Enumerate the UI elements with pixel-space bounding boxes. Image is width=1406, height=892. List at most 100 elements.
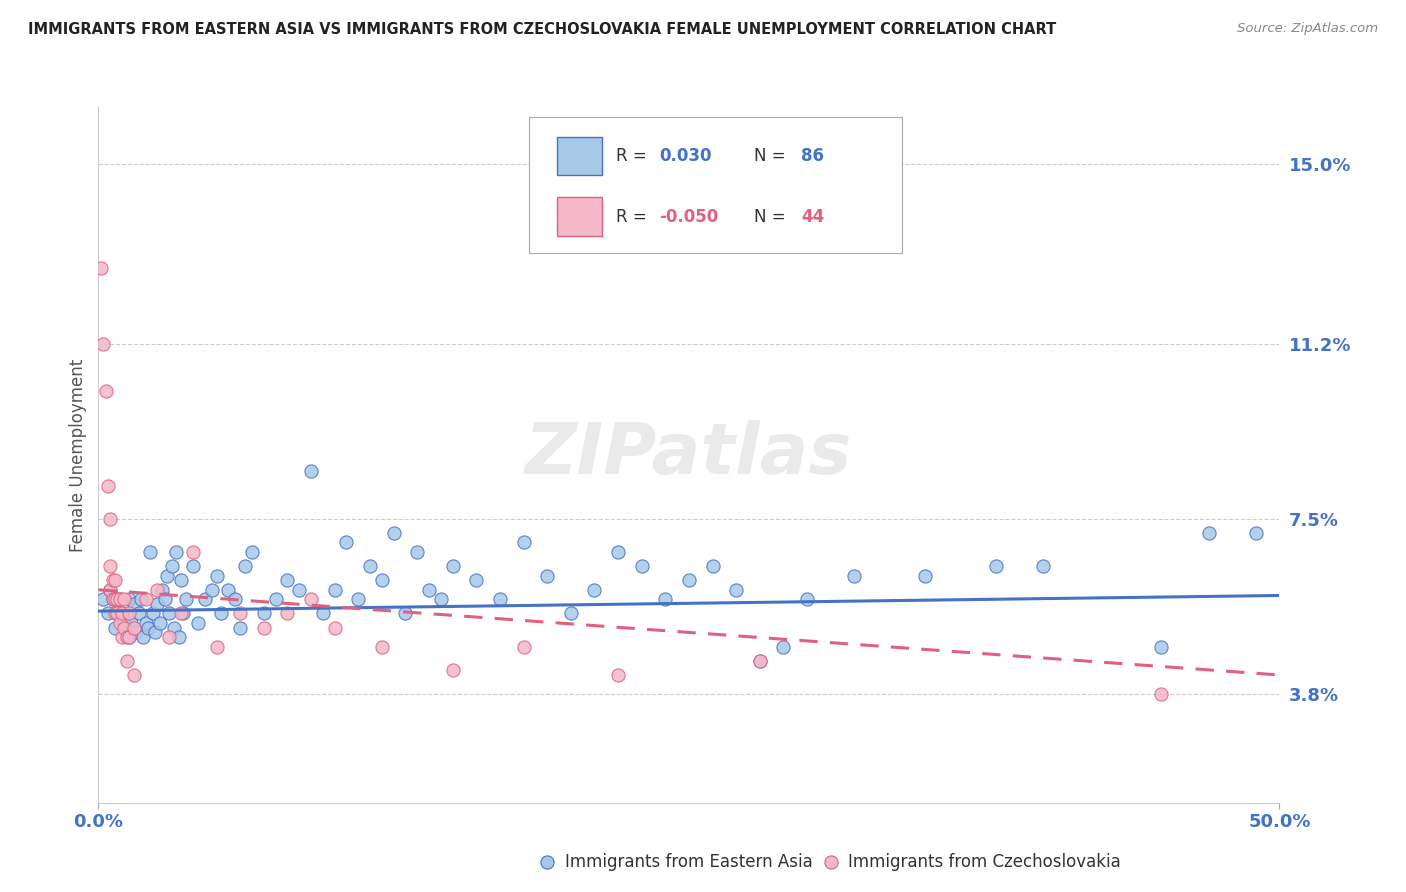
Point (1150, 640, 1173, 654)
Point (430, 592, 453, 607)
Point (94, 384, 117, 398)
Point (630, 559, 652, 574)
Point (229, 621, 252, 635)
Text: Immigrants from Eastern Asia: Immigrants from Eastern Asia (565, 853, 813, 871)
Point (288, 582, 311, 597)
Point (157, 630, 180, 644)
Point (108, 615, 131, 630)
Point (914, 568, 936, 582)
Point (112, 615, 135, 630)
Point (702, 559, 724, 574)
Point (174, 592, 197, 607)
Point (253, 607, 276, 621)
Point (112, 592, 135, 607)
Point (323, 582, 346, 597)
Point (276, 607, 298, 621)
Text: IMMIGRANTS FROM EASTERN ASIA VS IMMIGRANTS FROM CZECHOSLOVAKIA FEMALE UNEMPLOYME: IMMIGRANTS FROM EASTERN ASIA VS IMMIGRAN… (28, 22, 1056, 37)
FancyBboxPatch shape (557, 137, 602, 175)
Point (678, 574, 700, 588)
Point (105, 607, 128, 621)
Point (347, 592, 370, 607)
Point (264, 592, 287, 607)
Point (96, 871, 118, 885)
Point (97, 607, 120, 621)
Point (512, 535, 534, 549)
Point (181, 559, 204, 574)
Point (122, 597, 145, 611)
Point (299, 592, 322, 607)
Point (122, 668, 145, 682)
Point (157, 607, 180, 621)
Point (217, 582, 239, 597)
Point (142, 607, 165, 621)
Text: ZIPatlas: ZIPatlas (526, 420, 852, 490)
Text: Immigrants from Czechoslovakia: Immigrants from Czechoslovakia (848, 853, 1121, 871)
Point (125, 625, 148, 640)
Point (139, 545, 162, 559)
Point (441, 663, 464, 677)
Point (98, 512, 121, 526)
Point (150, 582, 173, 597)
Point (1032, 559, 1054, 574)
Point (101, 574, 124, 588)
Point (229, 607, 252, 621)
Point (1150, 687, 1173, 701)
Point (160, 559, 183, 574)
Point (146, 597, 169, 611)
Point (772, 640, 794, 654)
Point (536, 568, 558, 582)
Point (129, 592, 152, 607)
Point (165, 545, 187, 559)
Point (607, 545, 630, 559)
Point (98, 582, 121, 597)
Point (654, 592, 676, 607)
Point (153, 592, 176, 607)
Point (118, 607, 141, 621)
Point (512, 640, 534, 654)
Point (796, 592, 818, 607)
Point (1244, 526, 1267, 541)
Point (394, 607, 416, 621)
Point (299, 465, 322, 479)
Text: N =: N = (754, 208, 790, 226)
Point (135, 592, 157, 607)
Point (146, 582, 169, 597)
Point (194, 592, 217, 607)
Point (359, 559, 381, 574)
Point (984, 559, 1007, 574)
Point (104, 574, 127, 588)
Point (149, 615, 172, 630)
Point (136, 621, 159, 635)
Point (406, 545, 429, 559)
Point (167, 630, 190, 644)
Text: -0.050: -0.050 (659, 208, 718, 226)
Point (97, 478, 120, 492)
FancyBboxPatch shape (557, 197, 602, 235)
Point (128, 607, 150, 621)
Point (382, 526, 405, 541)
Point (111, 607, 134, 621)
Point (323, 621, 346, 635)
Point (276, 574, 298, 588)
Text: 86: 86 (801, 147, 824, 165)
Point (115, 621, 138, 635)
Point (122, 621, 145, 635)
Point (156, 568, 179, 582)
Point (91, 336, 114, 351)
Point (111, 607, 134, 621)
Point (748, 654, 770, 668)
Point (224, 592, 246, 607)
Point (489, 592, 512, 607)
Text: 0.030: 0.030 (659, 147, 711, 165)
Point (371, 640, 394, 654)
Point (253, 621, 276, 635)
Point (607, 668, 630, 682)
Point (104, 592, 127, 607)
Point (143, 625, 166, 640)
Point (312, 607, 335, 621)
Point (205, 640, 228, 654)
Text: R =: R = (616, 208, 652, 226)
Point (104, 607, 127, 621)
Point (118, 592, 141, 607)
Point (105, 592, 128, 607)
